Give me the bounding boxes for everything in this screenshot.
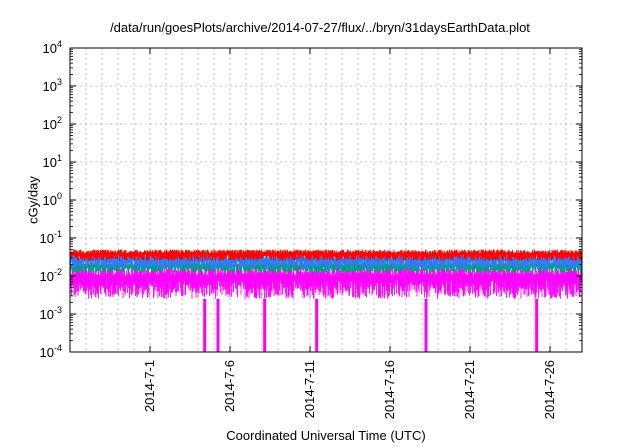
x-tick-label: 2014-7-26: [542, 360, 557, 419]
y-tick-label: 10-3: [40, 305, 62, 322]
y-tick-label: 103: [43, 77, 62, 94]
y-tick-label: 101: [43, 153, 62, 170]
dropout-spike: [535, 298, 539, 352]
dropout-spike: [263, 298, 267, 352]
x-tick-label: 2014-7-6: [222, 360, 237, 412]
y-tick-label: 10-4: [40, 343, 62, 360]
dropout-spike: [216, 298, 220, 352]
x-tick-label: 2014-7-21: [462, 360, 477, 419]
y-tick-label: 10-2: [40, 267, 62, 284]
x-tick-label: 2014-7-16: [382, 360, 397, 419]
chart-title: /data/run/goesPlots/archive/2014-07-27/f…: [110, 20, 530, 35]
y-tick-label: 104: [43, 39, 62, 56]
y-ticks: 10-4 10-3 10-2 10-1 100 101 102 103 104: [40, 39, 582, 360]
dropout-spike: [203, 298, 207, 352]
grid-lines: [70, 48, 582, 352]
x-tick-label: 2014-7-11: [302, 360, 317, 418]
dropout-spike: [424, 298, 428, 352]
x-tick-label: 2014-7-1: [142, 360, 157, 412]
y-tick-label: 102: [43, 115, 62, 132]
y-tick-label: 100: [43, 191, 62, 208]
series-group: [69, 249, 583, 352]
x-axis-label: Coordinated Universal Time (UTC): [226, 428, 426, 443]
dropout-spike: [315, 298, 319, 352]
y-tick-label: 10-1: [40, 229, 62, 246]
x-ticks: 2014-7-1 2014-7-6 2014-7-11 2014-7-16 2014-7…: [142, 48, 557, 419]
